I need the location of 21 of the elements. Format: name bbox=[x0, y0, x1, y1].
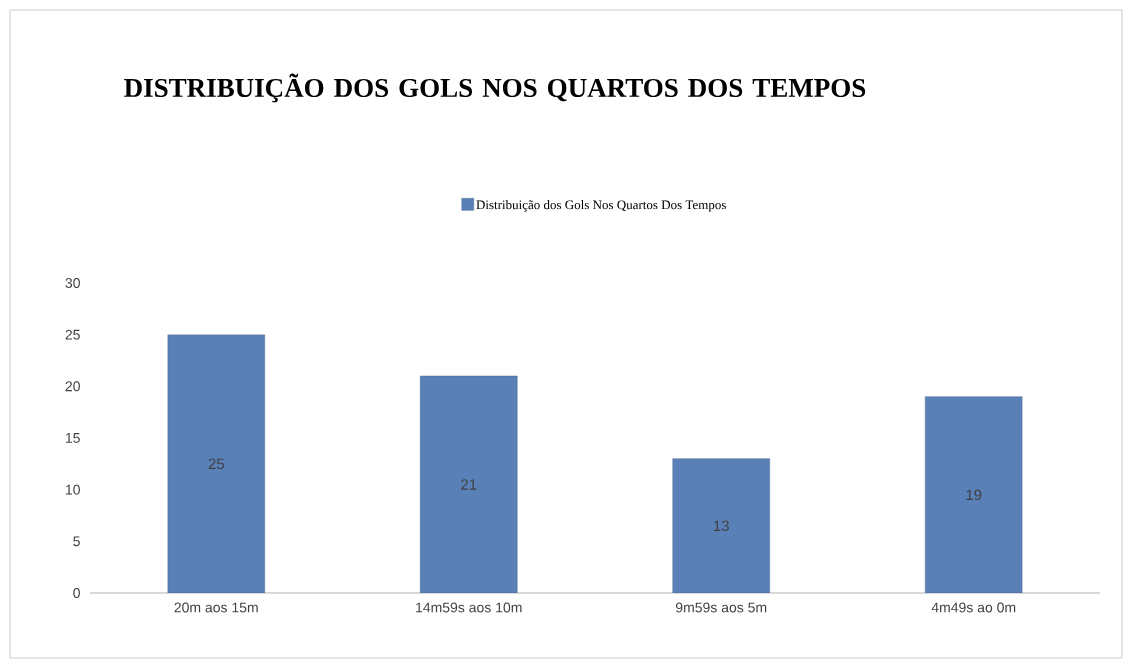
legend-label: Distribuição dos Gols Nos Quartos Dos Tempos bbox=[476, 200, 726, 212]
x-tick-label: 20m aos 15m bbox=[174, 602, 258, 613]
x-tick-label: 9m59s aos 5m bbox=[675, 602, 767, 613]
x-tick-label: 4m49s ao 0m bbox=[931, 602, 1016, 613]
bar bbox=[167, 334, 265, 593]
y-tick-label: 10 bbox=[65, 484, 80, 495]
x-tick-label: 14m59s aos 10m bbox=[416, 602, 522, 613]
y-tick-label: 15 bbox=[65, 433, 80, 443]
y-tick-label: 20 bbox=[65, 381, 80, 392]
bar bbox=[420, 375, 518, 593]
data-label: 21 bbox=[461, 479, 477, 490]
y-tick-label: 0 bbox=[73, 588, 80, 598]
bar bbox=[672, 458, 770, 593]
y-tick-label: 5 bbox=[73, 536, 80, 547]
data-label: 13 bbox=[714, 520, 729, 532]
chart-title: DISTRIBUIÇÃO DOS GOLS NOS QUARTOS DOS TEMPOS bbox=[124, 73, 866, 103]
data-label: 25 bbox=[208, 458, 224, 470]
y-tick-label: 30 bbox=[65, 278, 80, 288]
data-label: 19 bbox=[966, 489, 982, 501]
bar bbox=[925, 396, 1023, 593]
y-tick-label: 25 bbox=[65, 329, 80, 340]
